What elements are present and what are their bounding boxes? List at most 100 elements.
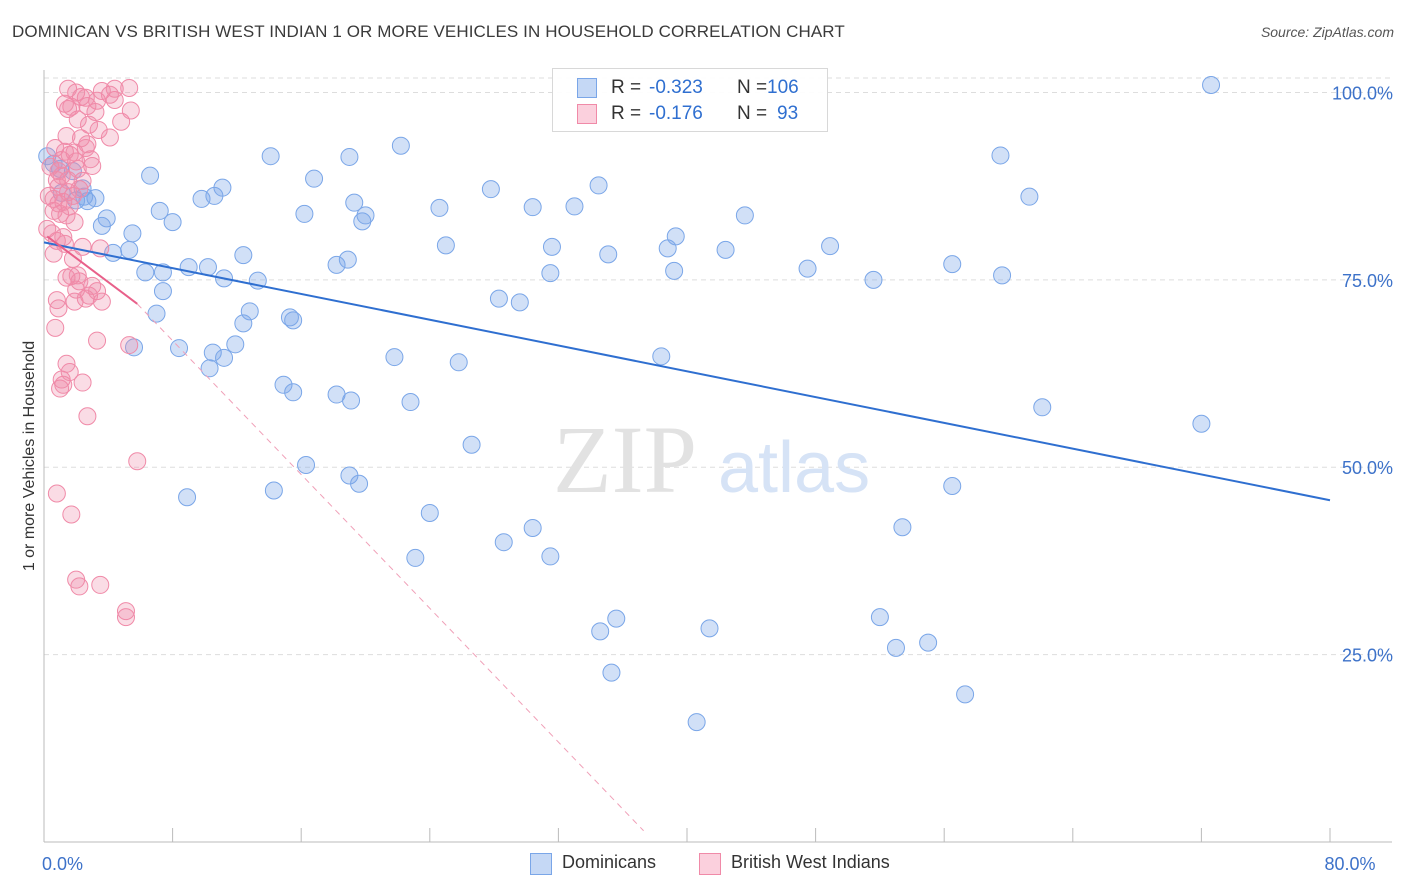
- point-dominicans: [1202, 75, 1221, 94]
- point-dominicans: [215, 348, 234, 367]
- legend-r-value: -0.323: [649, 77, 703, 98]
- point-british-west-indians: [78, 407, 97, 426]
- x-tick-label: 0.0%: [42, 854, 83, 874]
- point-dominicans: [735, 206, 754, 225]
- point-dominicans: [274, 375, 293, 394]
- point-british-west-indians: [80, 115, 99, 134]
- point-dominicans: [591, 622, 610, 641]
- point-british-west-indians: [47, 171, 66, 190]
- point-dominicans: [356, 206, 375, 225]
- trend-line-dominicans: [43, 241, 1331, 502]
- stats-legend: R = -0.323 N = 106 R = -0.176 N = 93: [552, 68, 828, 132]
- point-british-west-indians: [68, 159, 87, 178]
- point-dominicans: [541, 547, 560, 566]
- point-british-west-indians: [51, 379, 70, 398]
- point-dominicans: [449, 353, 468, 372]
- point-dominicans: [406, 548, 425, 567]
- point-dominicans: [284, 383, 303, 402]
- point-dominicans: [1020, 187, 1039, 206]
- point-british-west-indians: [70, 577, 89, 596]
- bottom-legend-swatch-dominicans: [530, 853, 552, 875]
- point-dominicans: [716, 240, 735, 259]
- point-british-west-indians: [105, 90, 124, 109]
- point-british-west-indians: [120, 336, 139, 355]
- point-british-west-indians: [47, 484, 66, 503]
- point-british-west-indians: [76, 138, 95, 157]
- point-british-west-indians: [44, 244, 63, 263]
- point-dominicans: [991, 146, 1010, 165]
- point-british-west-indians: [49, 177, 68, 196]
- point-british-west-indians: [73, 373, 92, 392]
- point-dominicans: [340, 147, 359, 166]
- point-dominicans: [153, 263, 172, 282]
- legend-r-label: R =: [611, 77, 642, 98]
- tick-labels: 25.0% 50.0% 75.0% 100.0% 0.0% 80.0%: [42, 83, 1393, 874]
- point-dominicans: [798, 259, 817, 278]
- watermark-atlas: atlas: [718, 428, 870, 508]
- point-dominicans: [163, 213, 182, 232]
- legend-swatch-dominicans: [577, 78, 597, 98]
- point-dominicans: [919, 633, 938, 652]
- legend-r-value: -0.176: [649, 103, 703, 124]
- point-dominicans: [607, 609, 626, 628]
- point-dominicans: [602, 663, 621, 682]
- trend-extension-british-west-indians: [136, 303, 644, 832]
- point-british-west-indians: [112, 112, 131, 131]
- point-dominicans: [700, 619, 719, 638]
- point-british-west-indians: [89, 120, 108, 139]
- legend-row-dominicans: R = -0.323 N = 106: [553, 76, 827, 100]
- point-dominicans: [125, 338, 144, 357]
- point-british-west-indians: [68, 266, 87, 285]
- point-dominicans: [489, 289, 508, 308]
- point-british-west-indians: [63, 186, 82, 205]
- point-dominicans: [523, 198, 542, 217]
- point-british-west-indians: [65, 213, 84, 232]
- point-dominicans: [391, 136, 410, 155]
- point-dominicans: [666, 227, 685, 246]
- point-dominicans: [153, 282, 172, 301]
- data-points: [38, 75, 1221, 732]
- point-dominicans: [353, 212, 372, 231]
- point-dominicans: [943, 255, 962, 274]
- point-dominicans: [542, 237, 561, 256]
- point-dominicans: [864, 270, 883, 289]
- point-dominicans: [280, 308, 299, 327]
- point-dominicans: [565, 197, 584, 216]
- y-tick-label: 50.0%: [1342, 458, 1393, 478]
- point-british-west-indians: [88, 91, 107, 110]
- legend-swatch-british-west-indians: [577, 104, 597, 124]
- grid-lines: [44, 77, 1392, 656]
- point-dominicans: [284, 311, 303, 330]
- legend-n-label: N =: [737, 77, 768, 98]
- point-dominicans: [178, 488, 197, 507]
- point-dominicans: [261, 147, 280, 166]
- legend-r-label: R =: [611, 103, 642, 124]
- point-dominicans: [481, 180, 500, 199]
- legend-row-british-west-indians: R = -0.176 N = 93: [553, 102, 827, 126]
- legend-n-label: N =: [737, 103, 768, 124]
- point-british-west-indians: [88, 331, 107, 350]
- trend-line-british-west-indians: [46, 235, 138, 305]
- watermark-zip: ZIP: [553, 406, 697, 513]
- point-british-west-indians: [120, 78, 139, 97]
- point-dominicans: [541, 264, 560, 283]
- point-dominicans: [510, 293, 529, 312]
- point-dominicans: [213, 178, 232, 197]
- point-british-west-indians: [81, 150, 100, 169]
- point-dominicans: [886, 638, 905, 657]
- point-dominicans: [462, 435, 481, 454]
- point-dominicans: [123, 224, 142, 243]
- point-dominicans: [1192, 414, 1211, 433]
- legend-n-value: 106: [767, 77, 799, 98]
- point-british-west-indians: [92, 292, 111, 311]
- x-tick-label: 80.0%: [1324, 854, 1375, 874]
- point-dominicans: [234, 246, 253, 265]
- point-british-west-indians: [49, 299, 68, 318]
- point-dominicans: [420, 503, 439, 522]
- trend-lines: [43, 235, 1331, 832]
- point-dominicans: [893, 518, 912, 537]
- point-dominicans: [589, 176, 608, 195]
- point-dominicans: [430, 198, 449, 217]
- y-tick-label: 100.0%: [1332, 83, 1393, 103]
